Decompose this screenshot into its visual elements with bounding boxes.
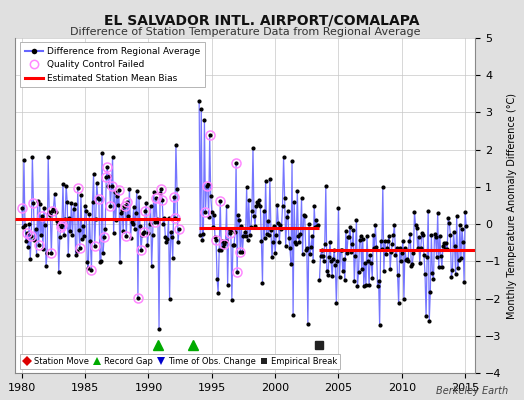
Title: Difference of Station Temperature Data from Regional Average: Difference of Station Temperature Data f… (70, 27, 421, 37)
Text: EL SALVADOR INTL. AIRPORT/COMALAPA: EL SALVADOR INTL. AIRPORT/COMALAPA (104, 14, 420, 28)
Legend: Station Move, Record Gap, Time of Obs. Change, Empirical Break: Station Move, Record Gap, Time of Obs. C… (19, 354, 340, 369)
Y-axis label: Monthly Temperature Anomaly Difference (°C): Monthly Temperature Anomaly Difference (… (507, 92, 517, 318)
Text: Berkeley Earth: Berkeley Earth (436, 386, 508, 396)
